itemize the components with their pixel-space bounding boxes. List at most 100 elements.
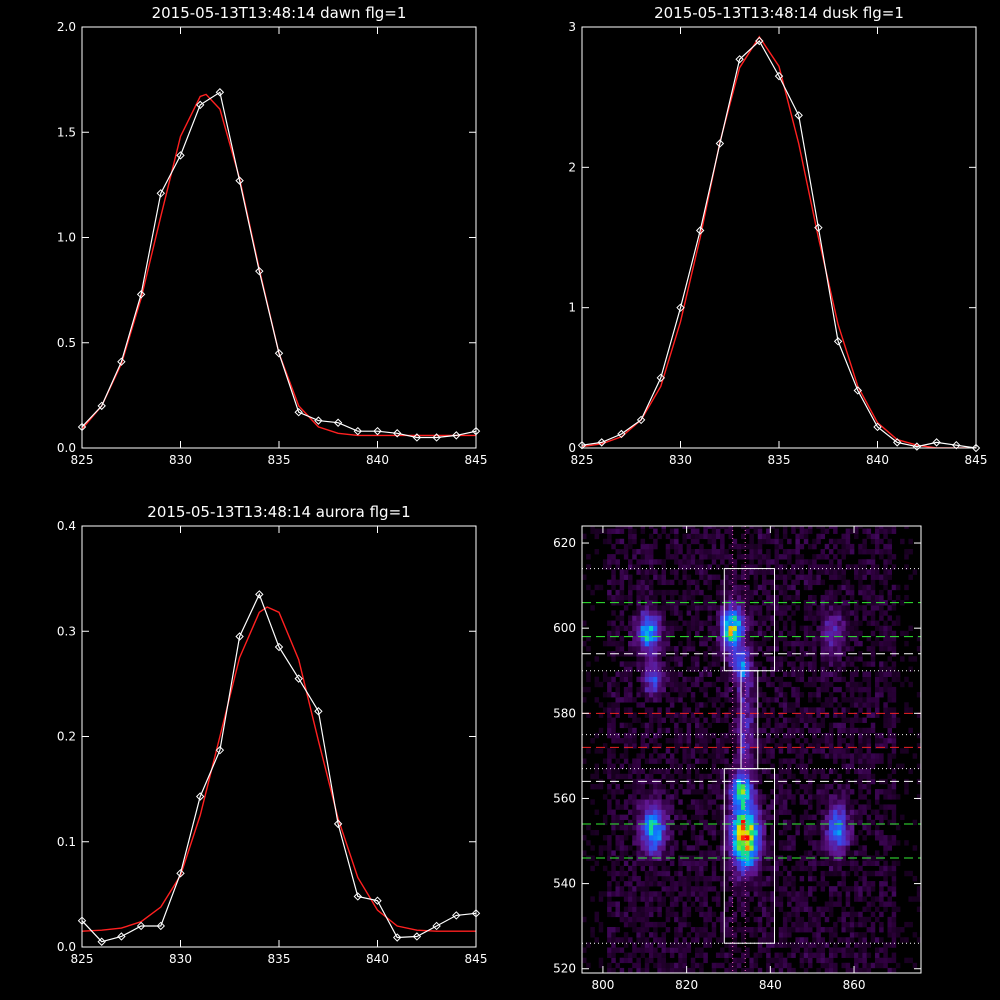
heatmap-cell [711,646,717,652]
heatmap-cell [632,809,637,815]
heatmap-cell [854,656,859,662]
heatmap-cell [699,870,704,877]
heatmap-cell [757,727,763,734]
heatmap-cell [632,962,637,969]
heatmap-cell [916,896,921,902]
heatmap-cell [866,569,872,575]
heatmap-cell [778,605,784,611]
heatmap-cell [828,600,834,606]
heatmap-cell [845,952,851,958]
heatmap-cell [795,640,800,647]
heatmap-cell [611,620,616,626]
heatmap-cell [640,671,646,677]
heatmap-cell [703,738,708,744]
heatmap-cell [828,620,834,626]
heatmap-cell [774,686,780,693]
heatmap-cell [690,589,696,596]
heatmap-cell [628,640,633,647]
heatmap-cell [778,554,784,560]
heatmap-cell [644,630,650,637]
data-point [755,36,764,46]
heatmap-cell [879,804,884,810]
heatmap-cell [707,605,713,611]
heatmap-cell [732,681,738,688]
heatmap-cell [782,620,788,626]
heatmap-cell [695,809,700,815]
heatmap-cell [644,845,650,851]
heatmap-cell [766,911,771,918]
heatmap-cell [841,835,846,841]
heatmap-cell [854,819,859,826]
heatmap-cell [912,875,918,882]
heatmap-cell [665,829,671,836]
heatmap-cell [745,732,750,739]
heatmap-cell [715,952,721,958]
heatmap-cell [703,666,708,672]
heatmap-cell [648,712,654,718]
heatmap-cell [766,840,771,846]
heatmap-cell [887,732,893,739]
heatmap-cell [887,625,893,632]
heatmap-cell [870,712,876,718]
heatmap-cell [741,526,746,529]
heatmap-cell [640,646,646,652]
heatmap-cell [741,646,746,652]
heatmap-cell [816,921,821,928]
heatmap-cell [745,661,750,667]
heatmap-cell [816,845,821,851]
heatmap-cell [695,886,700,892]
heatmap-cell [761,850,767,856]
heatmap-cell [674,947,679,953]
heatmap-cell [753,630,759,637]
heatmap-cell [828,538,834,545]
heatmap-cell [715,717,721,723]
heatmap-cell [849,589,855,596]
heatmap-cell [803,829,809,836]
heatmap-cell [858,789,863,795]
heatmap-cell [661,574,667,580]
heatmap-cell [661,692,667,698]
heatmap-cell [795,559,800,565]
heatmap-cell [753,773,759,780]
heatmap-cell [828,814,834,821]
heatmap-cell [632,717,637,723]
heatmap-cell [699,906,704,912]
heatmap-cell [808,927,813,933]
heatmap-cell [891,937,897,943]
heatmap-cell [820,835,826,841]
heatmap-cell [866,692,872,698]
heatmap-cell [862,962,867,969]
heatmap-cell [690,957,696,964]
heatmap-cell [799,753,805,759]
heatmap-cell [770,712,775,718]
heatmap-cell [778,809,784,815]
heatmap-cell [669,697,675,703]
heatmap-cell [678,916,683,923]
heatmap-cell [644,855,650,861]
heatmap-cell [833,707,838,713]
heatmap-cell [724,548,729,555]
heatmap-cell [828,594,834,601]
heatmap-cell [841,794,846,800]
heatmap-cell [623,773,629,780]
heatmap-cell [703,809,708,815]
heatmap-cell [782,610,788,616]
heatmap-cell [757,824,763,831]
heatmap-cell [653,814,658,821]
heatmap-cell [728,584,733,591]
heatmap-cell [837,569,842,575]
heatmap-cell [753,891,759,897]
heatmap-cell [594,809,600,815]
heatmap-cell [644,712,650,718]
heatmap-cell [699,732,704,739]
heatmap-cell [745,681,750,688]
heatmap-cell [824,589,830,596]
heatmap-cell [678,548,683,555]
heatmap-cell [808,605,813,611]
heatmap-cell [824,543,830,550]
heatmap-cell [640,526,646,529]
heatmap-cell [628,559,633,565]
heatmap-cell [636,916,641,923]
heatmap-cell [648,630,654,637]
heatmap-cell [703,799,708,805]
